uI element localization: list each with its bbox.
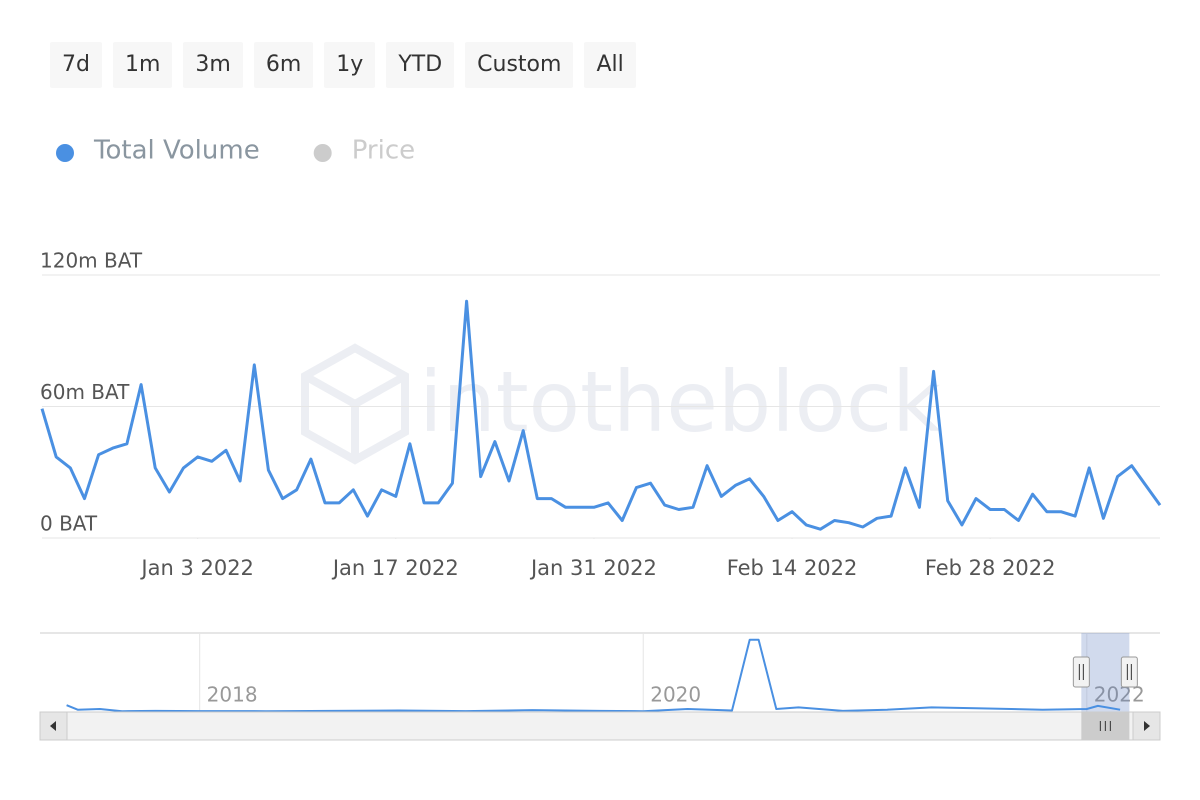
line-series	[66, 638, 1121, 713]
range-button[interactable]: All	[584, 42, 636, 88]
legend-label[interactable]: Total Volume	[93, 136, 260, 166]
range-selector: 7d 1m 3m 6m 1y YTD Custom All	[50, 42, 636, 88]
scrollbar-grip	[1099, 721, 1111, 731]
x-tick-label: Jan 17 2022	[331, 556, 459, 580]
handle-grip	[1078, 664, 1084, 680]
range-button[interactable]: 1m	[112, 42, 173, 88]
arrow-right	[1144, 721, 1150, 731]
x-tick-label: Feb 14 2022	[727, 556, 858, 580]
arrow-left	[50, 721, 56, 731]
x-tick-label: Jan 31 2022	[529, 556, 657, 580]
watermark-logo	[301, 343, 409, 465]
line-series	[40, 299, 1162, 531]
y-tick-label: 0 BAT	[40, 512, 98, 536]
y-tick-label: 120m BAT	[40, 249, 143, 273]
legend-marker[interactable]	[313, 144, 332, 162]
range-button[interactable]: YTD	[386, 42, 455, 88]
range-button[interactable]: 7d	[50, 42, 102, 88]
y-tick-label: 60m BAT	[40, 380, 130, 404]
legend-label[interactable]: Price	[352, 136, 415, 166]
legend-marker[interactable]	[56, 144, 74, 162]
handle-grip	[1126, 664, 1132, 680]
range-button[interactable]: 6m	[253, 42, 314, 88]
scrollbar-track	[39, 711, 1161, 741]
x-tick-label: Feb 28 2022	[925, 556, 1056, 580]
range-button[interactable]: 3m	[183, 42, 243, 88]
navigator-handle[interactable]	[1120, 656, 1138, 688]
x-tick-label: Jan 3 2022	[139, 556, 254, 580]
navigator-tick-label: 2018	[207, 683, 258, 707]
watermark: intotheblock	[419, 353, 941, 451]
range-button[interactable]: Custom	[465, 42, 574, 88]
navigator-tick-label: 2020	[650, 683, 701, 707]
range-button[interactable]: 1y	[324, 42, 376, 88]
navigator-handle[interactable]	[1072, 656, 1090, 688]
